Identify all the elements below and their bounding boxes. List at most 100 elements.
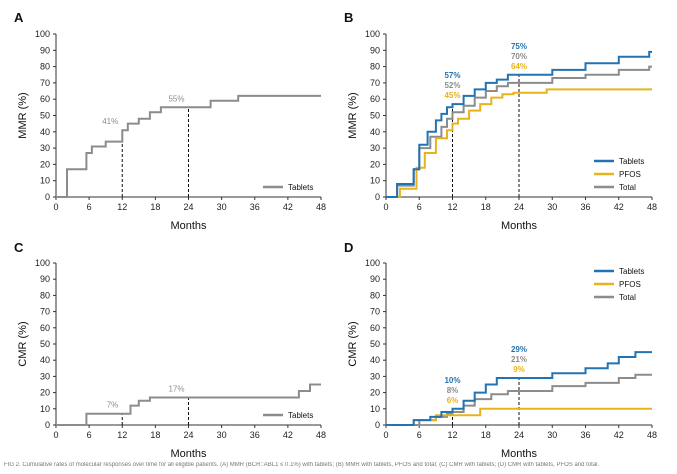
y-tick-label: 70 <box>40 307 50 317</box>
y-tick-label: 90 <box>370 274 380 284</box>
series-line-pfos <box>386 88 652 198</box>
y-tick-label: 100 <box>35 258 50 268</box>
x-tick-label: 6 <box>417 430 422 440</box>
milestone-value-label: 9% <box>513 365 525 374</box>
x-tick-label: 6 <box>417 202 422 212</box>
panel-d: D 0 10 20 30 40 50 60 70 80 90 100 0 6 12 18 24 30 36 42 48 M… <box>344 240 657 460</box>
x-tick-label: 30 <box>217 430 227 440</box>
x-tick-label: 24 <box>183 202 193 212</box>
y-tick-label: 70 <box>40 78 50 88</box>
x-tick-label: 0 <box>383 202 388 212</box>
y-tick-label: 70 <box>370 78 380 88</box>
figure-caption: FIG 2. Cumulative rates of molecular res… <box>4 462 600 468</box>
y-tick-label: 30 <box>40 371 50 381</box>
milestone-value-label: 29% <box>511 345 527 354</box>
y-tick-label: 50 <box>40 339 50 349</box>
x-tick-label: 12 <box>447 202 457 212</box>
panel-a: A 0 10 20 30 40 50 60 70 80 90 100 0 6 12 18 24 30 36 42 48 M… <box>14 10 326 232</box>
milestone-value-label: 7% <box>107 401 119 410</box>
y-tick-label: 40 <box>370 127 380 137</box>
y-tick-label: 50 <box>370 339 380 349</box>
y-tick-label: 90 <box>40 274 50 284</box>
x-tick-label: 18 <box>150 202 160 212</box>
y-tick-label: 0 <box>375 420 380 430</box>
x-tick-label: 12 <box>117 202 127 212</box>
y-tick-label: 60 <box>370 94 380 104</box>
x-tick-label: 0 <box>53 202 58 212</box>
x-tick-label: 42 <box>283 202 293 212</box>
x-tick-label: 24 <box>514 202 524 212</box>
milestone-value-label: 21% <box>511 355 527 364</box>
y-axis-label: CMR (%) <box>347 321 359 366</box>
y-tick-label: 0 <box>375 192 380 202</box>
milestone-value-label: 6% <box>447 396 459 405</box>
x-tick-label: 0 <box>383 430 388 440</box>
legend-label: Total <box>619 293 636 302</box>
y-tick-label: 70 <box>370 307 380 317</box>
x-tick-label: 6 <box>87 202 92 212</box>
y-tick-label: 20 <box>40 159 50 169</box>
x-axis-label: Months <box>501 448 538 460</box>
x-tick-label: 18 <box>481 202 491 212</box>
y-axis-label: MMR (%) <box>347 92 359 138</box>
y-tick-label: 10 <box>40 176 50 186</box>
y-tick-label: 80 <box>370 62 380 72</box>
y-tick-label: 0 <box>45 420 50 430</box>
x-tick-label: 12 <box>117 430 127 440</box>
legend-label: PFOS <box>619 280 641 289</box>
x-tick-label: 48 <box>647 430 657 440</box>
milestone-value-label: 55% <box>168 94 184 103</box>
series-line-tablets <box>56 94 321 198</box>
milestone-value-label: 75% <box>511 42 527 51</box>
x-tick-label: 12 <box>447 430 457 440</box>
milestone-value-label: 57% <box>444 71 460 80</box>
y-tick-label: 90 <box>40 45 50 55</box>
legend-label: Tablets <box>619 157 644 166</box>
x-tick-label: 42 <box>283 430 293 440</box>
y-tick-label: 90 <box>370 45 380 55</box>
panel-c: C 0 10 20 30 40 50 60 70 80 90 100 0 6 12 18 24 30 36 42 48 M… <box>14 240 326 460</box>
y-tick-label: 10 <box>40 404 50 414</box>
milestone-value-label: 52% <box>444 81 460 90</box>
milestone-value-label: 8% <box>447 386 459 395</box>
y-tick-label: 40 <box>370 355 380 365</box>
y-tick-label: 30 <box>40 143 50 153</box>
x-tick-label: 48 <box>316 202 326 212</box>
y-tick-label: 80 <box>40 62 50 72</box>
legend-label: Tablets <box>619 267 644 276</box>
panel-b: B 0 10 20 30 40 50 60 70 80 90 100 0 6 12 18 24 30 36 42 48 M… <box>344 10 657 232</box>
y-tick-label: 40 <box>40 127 50 137</box>
x-tick-label: 18 <box>481 430 491 440</box>
x-axis-label: Months <box>170 220 207 232</box>
x-tick-label: 24 <box>183 430 193 440</box>
legend-label: PFOS <box>619 170 641 179</box>
milestone-value-label: 70% <box>511 52 527 61</box>
series-line-tablets <box>56 383 321 426</box>
x-tick-label: 48 <box>316 430 326 440</box>
y-tick-label: 10 <box>370 404 380 414</box>
y-tick-label: 100 <box>365 29 380 39</box>
legend-label: Total <box>619 183 636 192</box>
y-tick-label: 20 <box>370 388 380 398</box>
y-tick-label: 100 <box>35 29 50 39</box>
milestone-value-label: 64% <box>511 62 527 71</box>
x-axis-label: Months <box>501 220 538 232</box>
y-tick-label: 80 <box>370 290 380 300</box>
y-tick-label: 60 <box>40 323 50 333</box>
x-tick-label: 36 <box>250 202 260 212</box>
x-tick-label: 42 <box>614 430 624 440</box>
y-tick-label: 30 <box>370 143 380 153</box>
y-tick-label: 10 <box>370 176 380 186</box>
y-tick-label: 60 <box>370 323 380 333</box>
x-tick-label: 24 <box>514 430 524 440</box>
x-tick-label: 30 <box>547 430 557 440</box>
x-axis-label: Months <box>170 448 207 460</box>
x-tick-label: 18 <box>150 430 160 440</box>
x-tick-label: 42 <box>614 202 624 212</box>
legend-label: Tablets <box>288 411 313 420</box>
x-tick-label: 30 <box>547 202 557 212</box>
y-tick-label: 60 <box>40 94 50 104</box>
x-tick-label: 30 <box>217 202 227 212</box>
x-tick-label: 36 <box>580 430 590 440</box>
